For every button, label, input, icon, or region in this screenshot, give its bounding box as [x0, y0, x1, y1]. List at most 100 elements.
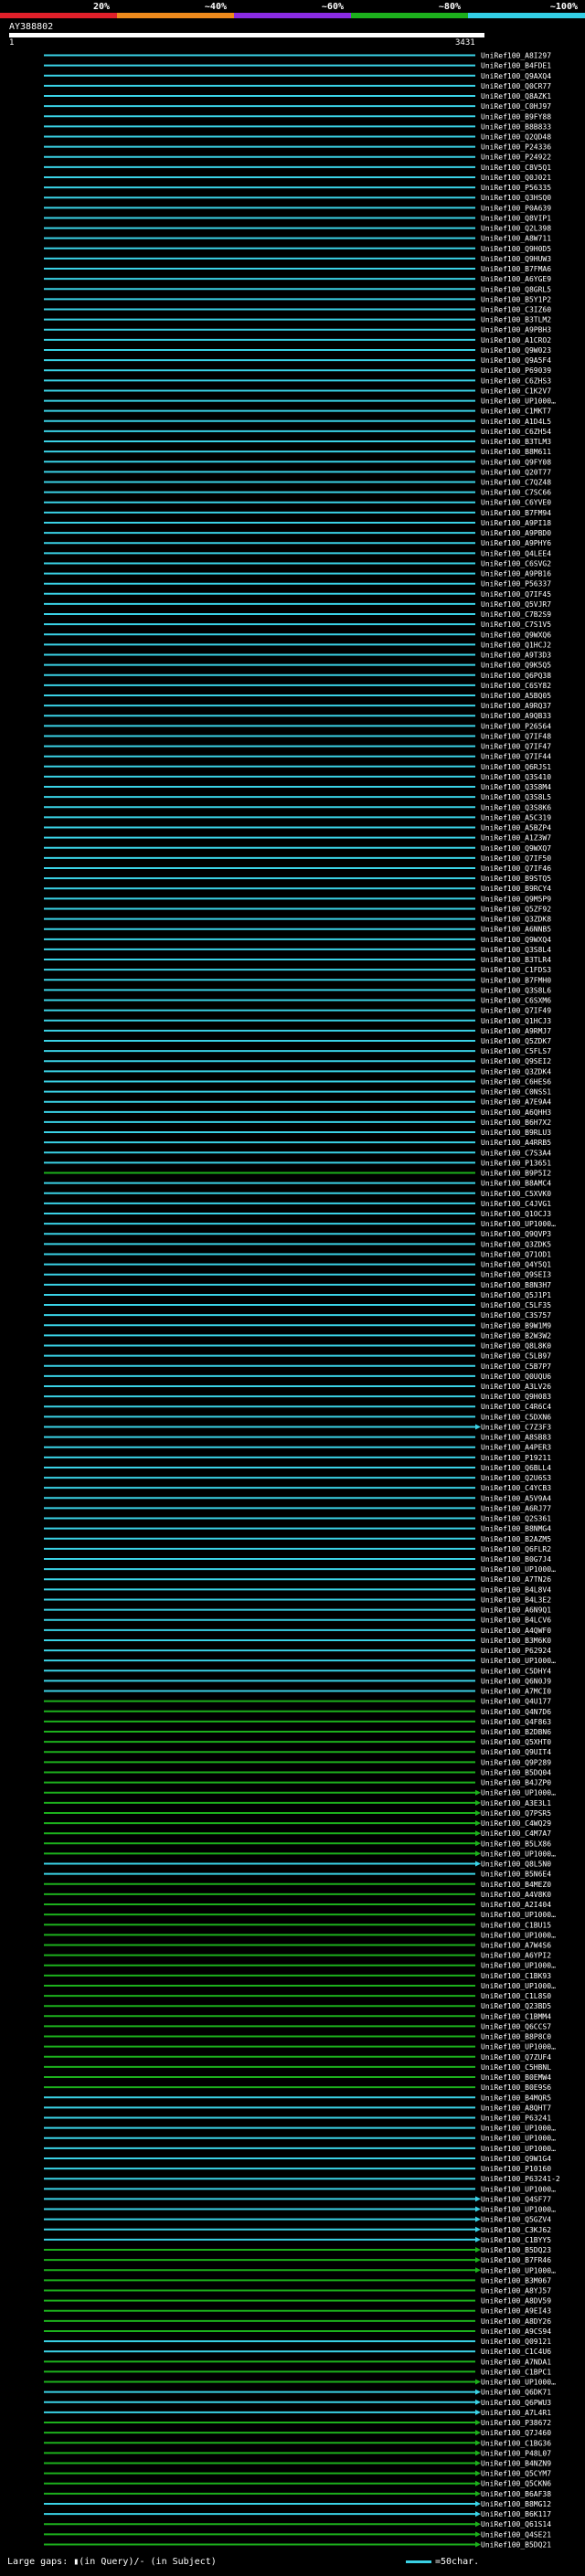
hit-label[interactable]: UniRef100_P24922	[481, 154, 551, 162]
hit-label[interactable]: UniRef100_C3S757	[481, 1311, 551, 1320]
hit-label[interactable]: UniRef100_C1C4U6	[481, 2348, 551, 2356]
hit-label[interactable]: UniRef100_Q6PWU3	[481, 2399, 551, 2407]
hit-label[interactable]: UniRef100_C8V5Q1	[481, 164, 551, 172]
hit-label[interactable]: UniRef100_B4MQR5	[481, 2094, 551, 2102]
hit-label[interactable]: UniRef100_B4NZN9	[481, 2459, 551, 2467]
hit-label[interactable]: UniRef100_UP1000…	[481, 1850, 556, 1858]
hit-label[interactable]: UniRef100_A9PBH3	[481, 326, 551, 334]
hit-label[interactable]: UniRef100_C4YCB3	[481, 1484, 551, 1492]
hit-label[interactable]: UniRef100_C4M7A7	[481, 1829, 551, 1838]
hit-label[interactable]: UniRef100_Q9H083	[481, 1393, 551, 1401]
hit-label[interactable]: UniRef100_Q9M5P9	[481, 895, 551, 903]
hit-label[interactable]: UniRef100_UP1000…	[481, 1657, 556, 1665]
hit-label[interactable]: UniRef100_C1BK93	[481, 1972, 551, 1980]
hit-label[interactable]: UniRef100_C5LF35	[481, 1301, 551, 1309]
hit-label[interactable]: UniRef100_A6NNB5	[481, 926, 551, 934]
hit-label[interactable]: UniRef100_UP1000…	[481, 1911, 556, 1919]
hit-label[interactable]: UniRef100_Q61S14	[481, 2520, 551, 2528]
hit-label[interactable]: UniRef100_Q7IF50	[481, 854, 551, 863]
hit-label[interactable]: UniRef100_A5BQ05	[481, 692, 551, 700]
hit-label[interactable]: UniRef100_UP1000…	[481, 1982, 556, 1990]
hit-label[interactable]: UniRef100_A8DV59	[481, 2297, 551, 2306]
hit-label[interactable]: UniRef100_C5DHY4	[481, 1667, 551, 1675]
hit-label[interactable]: UniRef100_C6HES6	[481, 1077, 551, 1086]
hit-label[interactable]: UniRef100_C6ZH54	[481, 428, 551, 436]
hit-label[interactable]: UniRef100_B5N6E4	[481, 1871, 551, 1879]
hit-label[interactable]: UniRef100_C3IZ60	[481, 306, 551, 314]
hit-label[interactable]: UniRef100_Q7ZUF4	[481, 2053, 551, 2062]
hit-label[interactable]: UniRef100_Q4SE21	[481, 2530, 551, 2539]
hit-label[interactable]: UniRef100_C6YVE0	[481, 499, 551, 507]
hit-label[interactable]: UniRef100_A7W4S6	[481, 1941, 551, 1949]
hit-label[interactable]: UniRef100_C1BMM4	[481, 2012, 551, 2020]
hit-label[interactable]: UniRef100_B6AF38	[481, 2490, 551, 2498]
hit-label[interactable]: UniRef100_B5DQ04	[481, 1768, 551, 1776]
hit-label[interactable]: UniRef100_Q8VIP1	[481, 214, 551, 222]
hit-label[interactable]: UniRef100_Q5VJR7	[481, 600, 551, 609]
hit-label[interactable]: UniRef100_A7TN26	[481, 1575, 551, 1584]
hit-label[interactable]: UniRef100_C6SVG2	[481, 559, 551, 567]
hit-label[interactable]: UniRef100_Q3S410	[481, 773, 551, 781]
hit-label[interactable]: UniRef100_Q3ZDK8	[481, 916, 551, 924]
hit-label[interactable]: UniRef100_UP1000…	[481, 1220, 556, 1228]
hit-label[interactable]: UniRef100_Q3S8K6	[481, 803, 551, 811]
hit-label[interactable]: UniRef100_A4QWF0	[481, 1627, 551, 1635]
hit-label[interactable]: UniRef100_C7Z3F3	[481, 1423, 551, 1431]
hit-label[interactable]: UniRef100_Q09121	[481, 2337, 551, 2346]
hit-label[interactable]: UniRef100_B8N3H7	[481, 1281, 551, 1289]
hit-label[interactable]: UniRef100_Q0CR77	[481, 82, 551, 90]
hit-label[interactable]: UniRef100_Q7PSR5	[481, 1809, 551, 1818]
hit-label[interactable]: UniRef100_B3TLM2	[481, 316, 551, 324]
hit-label[interactable]: UniRef100_P62924	[481, 1647, 551, 1655]
hit-label[interactable]: UniRef100_Q6BLL4	[481, 1464, 551, 1472]
hit-label[interactable]: UniRef100_C0NSS1	[481, 1088, 551, 1097]
hit-label[interactable]: UniRef100_P69039	[481, 366, 551, 375]
hit-label[interactable]: UniRef100_B3M067	[481, 2276, 551, 2284]
hit-label[interactable]: UniRef100_C7S1V5	[481, 620, 551, 629]
hit-label[interactable]: UniRef100_Q9HUW3	[481, 255, 551, 263]
hit-label[interactable]: UniRef100_C7QZ48	[481, 479, 551, 487]
hit-label[interactable]: UniRef100_Q1HCJ2	[481, 641, 551, 649]
hit-label[interactable]: UniRef100_B2W3W2	[481, 1331, 551, 1340]
hit-label[interactable]: UniRef100_Q0UQU6	[481, 1373, 551, 1381]
hit-label[interactable]: UniRef100_A9CS94	[481, 2327, 551, 2336]
hit-label[interactable]: UniRef100_A2I404	[481, 1901, 551, 1909]
hit-label[interactable]: UniRef100_A8YJ57	[481, 2286, 551, 2295]
hit-label[interactable]: UniRef100_A4PER3	[481, 1444, 551, 1452]
hit-label[interactable]: UniRef100_Q9W023	[481, 346, 551, 355]
hit-label[interactable]: UniRef100_A8QHT7	[481, 2104, 551, 2112]
hit-label[interactable]: UniRef100_A7MCI0	[481, 1688, 551, 1696]
hit-label[interactable]: UniRef100_P24336	[481, 143, 551, 152]
hit-label[interactable]: UniRef100_C1K2V7	[481, 387, 551, 395]
hit-label[interactable]: UniRef100_P0A639	[481, 204, 551, 212]
hit-label[interactable]: UniRef100_Q4SF77	[481, 2195, 551, 2203]
hit-label[interactable]: UniRef100_B8M611	[481, 448, 551, 456]
hit-label[interactable]: UniRef100_C1BU15	[481, 1921, 551, 1929]
hit-label[interactable]: UniRef100_Q7IF47	[481, 743, 551, 751]
hit-label[interactable]: UniRef100_Q23BD5	[481, 2002, 551, 2010]
hit-label[interactable]: UniRef100_C0HJ97	[481, 102, 551, 111]
hit-label[interactable]: UniRef100_P19211	[481, 1454, 551, 1462]
hit-label[interactable]: UniRef100_UP1000…	[481, 2145, 556, 2153]
hit-label[interactable]: UniRef100_Q9UIT4	[481, 1748, 551, 1756]
hit-label[interactable]: UniRef100_B4MEZ0	[481, 1881, 551, 1889]
hit-label[interactable]: UniRef100_Q9P289	[481, 1758, 551, 1766]
hit-label[interactable]: UniRef100_B4LCV6	[481, 1617, 551, 1625]
hit-label[interactable]: UniRef100_Q2S361	[481, 1515, 551, 1523]
hit-label[interactable]: UniRef100_C4WQ29	[481, 1819, 551, 1828]
hit-label[interactable]: UniRef100_C6SY82	[481, 682, 551, 690]
hit-label[interactable]: UniRef100_Q4N7D6	[481, 1708, 551, 1716]
hit-label[interactable]: UniRef100_A1CRO2	[481, 336, 551, 345]
hit-label[interactable]: UniRef100_A4V8K0	[481, 1891, 551, 1899]
hit-label[interactable]: UniRef100_B5DQ23	[481, 2246, 551, 2254]
hit-label[interactable]: UniRef100_A8SB83	[481, 1434, 551, 1442]
hit-label[interactable]: UniRef100_B3M6K0	[481, 1637, 551, 1645]
hit-label[interactable]: UniRef100_P48L07	[481, 2449, 551, 2457]
hit-label[interactable]: UniRef100_Q8AZK1	[481, 92, 551, 101]
hit-label[interactable]: UniRef100_A1Z3W7	[481, 834, 551, 843]
hit-label[interactable]: UniRef100_Q9WXQ4	[481, 936, 551, 944]
hit-label[interactable]: UniRef100_A6QHH3	[481, 1108, 551, 1117]
hit-label[interactable]: UniRef100_C1BG36	[481, 2439, 551, 2447]
hit-label[interactable]: UniRef100_A6YPI2	[481, 1952, 551, 1960]
hit-label[interactable]: UniRef100_B8NMG4	[481, 1525, 551, 1533]
